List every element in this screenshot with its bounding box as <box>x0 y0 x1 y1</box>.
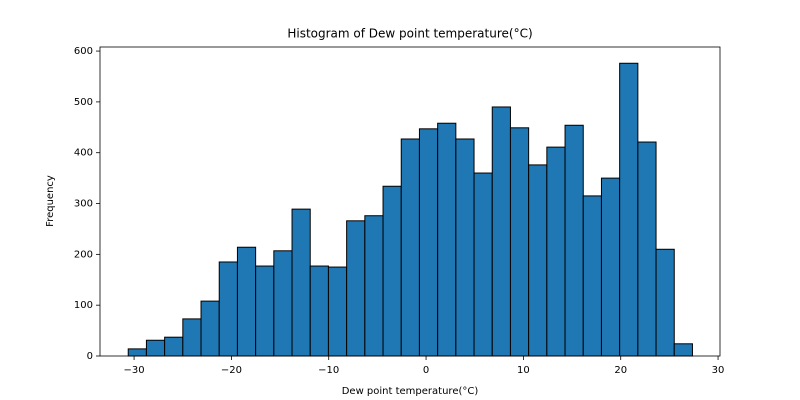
bar <box>291 208 311 357</box>
y-tick-label: 200 <box>74 249 93 260</box>
chart-title: Histogram of Dew point temperature(°C) <box>287 27 532 41</box>
x-tick-label: 30 <box>712 365 725 376</box>
bar <box>673 343 693 357</box>
bar <box>600 177 621 357</box>
bar <box>273 250 293 357</box>
bar <box>637 141 657 357</box>
bar <box>400 138 420 357</box>
bar <box>218 261 238 357</box>
bar <box>509 127 530 357</box>
bar <box>564 124 584 357</box>
bar <box>619 62 639 357</box>
bar <box>437 122 457 357</box>
x-axis-label: Dew point temperature(°C) <box>342 386 479 397</box>
bar <box>346 220 366 357</box>
bar <box>182 318 202 357</box>
y-tick-label: 400 <box>74 148 93 159</box>
x-tick-label: −20 <box>221 365 242 376</box>
x-tick-label: −10 <box>318 365 339 376</box>
x-tick-label: −30 <box>124 365 145 376</box>
bar <box>655 248 675 357</box>
bar <box>455 138 475 357</box>
x-tick-label: 0 <box>423 365 429 376</box>
bar <box>382 185 402 357</box>
y-tick-label: 0 <box>87 351 93 362</box>
bar <box>327 266 348 357</box>
bar <box>200 300 220 357</box>
bar <box>236 246 257 357</box>
bar <box>491 106 511 357</box>
bar <box>145 339 166 357</box>
bar <box>164 336 184 357</box>
y-tick-label: 100 <box>74 300 93 311</box>
plot-frame <box>99 46 721 357</box>
bar <box>473 172 493 357</box>
y-axis-label: Frequency <box>45 175 56 227</box>
bar <box>546 146 566 357</box>
x-tick-label: 10 <box>517 365 530 376</box>
bar <box>418 128 439 357</box>
y-tick-label: 500 <box>74 97 93 108</box>
bar <box>127 348 147 357</box>
bar <box>309 265 329 357</box>
y-tick-label: 600 <box>74 46 93 57</box>
bar <box>528 164 548 357</box>
bar <box>255 265 275 357</box>
bar <box>364 215 384 357</box>
y-tick-label: 300 <box>74 199 93 210</box>
bar <box>582 195 602 357</box>
x-tick-label: 20 <box>614 365 627 376</box>
